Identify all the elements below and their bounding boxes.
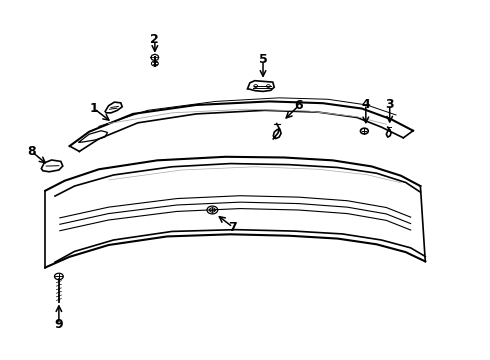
Text: 9: 9 xyxy=(54,318,63,331)
Text: 8: 8 xyxy=(27,145,36,158)
Text: 6: 6 xyxy=(294,99,303,112)
Text: 7: 7 xyxy=(228,221,237,234)
Text: 5: 5 xyxy=(259,53,268,66)
Text: 3: 3 xyxy=(386,98,394,111)
Text: 4: 4 xyxy=(362,98,370,111)
Text: 2: 2 xyxy=(150,33,159,46)
Text: 1: 1 xyxy=(90,102,98,115)
